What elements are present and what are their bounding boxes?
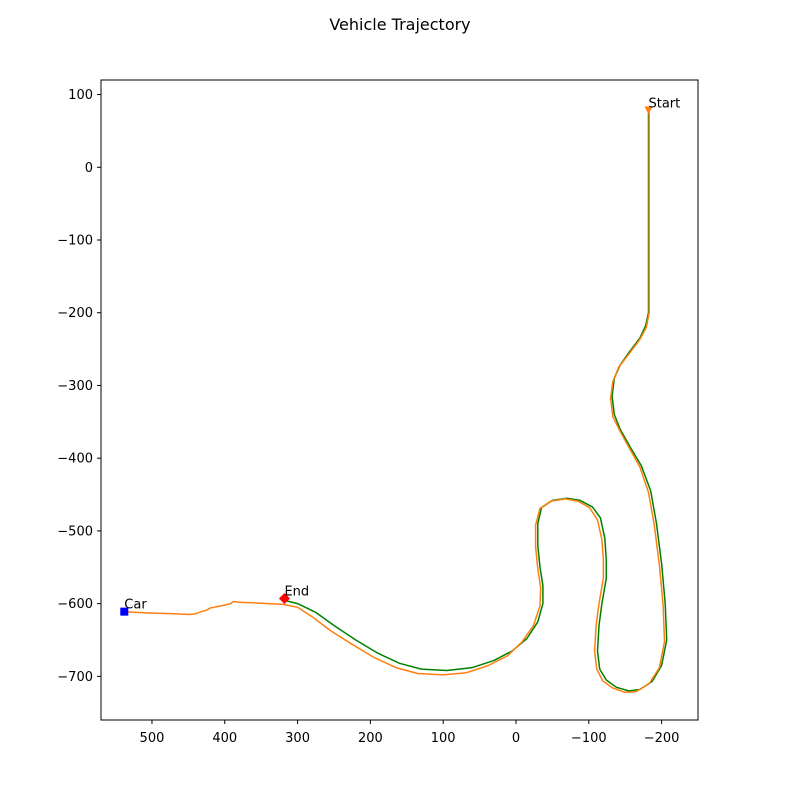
plot-area	[122, 109, 668, 694]
markers: Start End Car	[120, 97, 680, 616]
x-tick-label: 200	[358, 731, 383, 746]
y-axis: 100 0 −100 −200 −300 −400 −500 −600 −700	[57, 88, 101, 685]
trajectory-line-2	[122, 109, 666, 694]
y-tick-label: 0	[85, 161, 93, 176]
trajectory-line-1	[282, 109, 668, 692]
car-marker	[120, 607, 129, 616]
y-tick-label: 100	[68, 88, 93, 103]
x-tick-label: 0	[512, 731, 520, 746]
car-label: Car	[124, 598, 147, 613]
y-tick-label: −600	[57, 597, 93, 612]
chart-title: Vehicle Trajectory	[329, 15, 470, 34]
start-marker	[644, 106, 653, 115]
y-tick-label: −500	[57, 524, 93, 539]
x-tick-label: 100	[431, 731, 456, 746]
axes-frame	[100, 79, 699, 721]
y-tick-label: −200	[57, 306, 93, 321]
x-tick-label: 400	[212, 731, 237, 746]
x-tick-label: 500	[140, 731, 165, 746]
end-marker	[278, 593, 290, 605]
y-tick-label: −300	[57, 379, 93, 394]
x-tick-label: 300	[285, 731, 310, 746]
start-label: Start	[648, 97, 680, 112]
x-axis: 500 400 300 200 100 0 −100 −200	[140, 720, 680, 746]
y-tick-label: −400	[57, 452, 93, 467]
y-tick-label: −100	[57, 234, 93, 249]
x-tick-label: −100	[571, 731, 607, 746]
x-tick-label: −200	[644, 731, 680, 746]
y-tick-label: −700	[57, 670, 93, 685]
end-label: End	[284, 585, 309, 600]
